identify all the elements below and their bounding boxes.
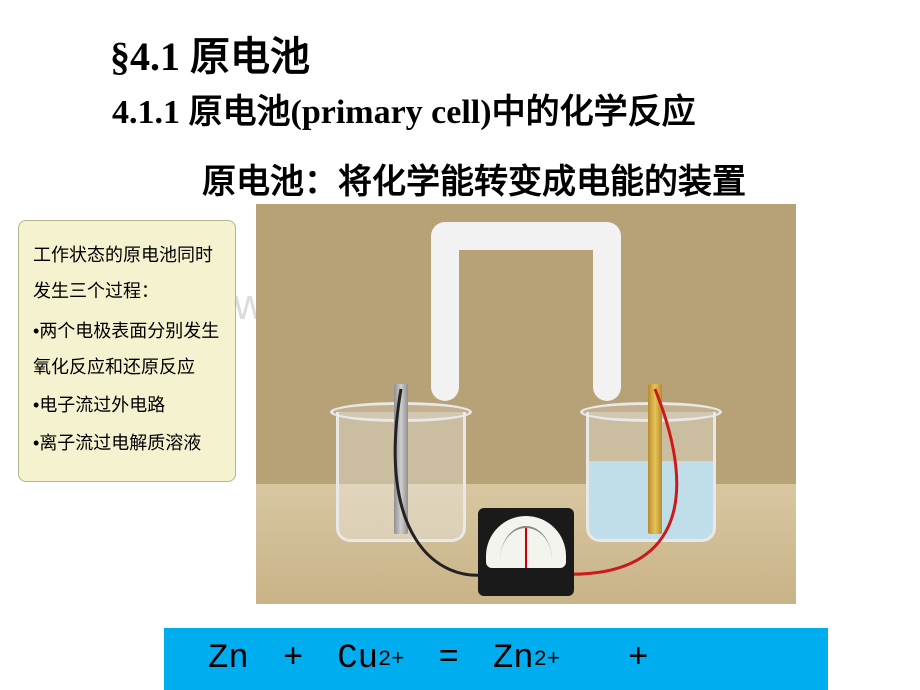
eq-plus1: + xyxy=(283,640,303,678)
eq-cu2: Cu xyxy=(337,640,378,678)
equation-bar: Zn + Cu2+ = Zn2+ + xyxy=(164,628,828,690)
sidebar-box: 工作状态的原电池同时发生三个过程： •两个电极表面分别发生氧化反应和还原反应 •… xyxy=(18,220,236,482)
sidebar-bullet-3: •离子流过电解质溶液 xyxy=(33,425,221,461)
sidebar-bullet-2-text: 电子流过外电路 xyxy=(39,395,165,415)
sidebar-bullet-3-text: 离子流过电解质溶液 xyxy=(39,433,201,453)
eq-cu2-sup: 2+ xyxy=(378,647,404,672)
meter-needle xyxy=(525,528,527,568)
galvanometer xyxy=(478,508,574,596)
sidebar-bullet-2: •电子流过外电路 xyxy=(33,387,221,423)
eq-zn2: Zn xyxy=(493,640,534,678)
section-title: §4.1 原电池 xyxy=(110,24,310,82)
primary-cell-diagram xyxy=(256,204,796,604)
eq-zn2-sup: 2+ xyxy=(534,647,560,672)
definition-text: 原电池：将化学能转变成电能的装置 xyxy=(202,154,746,203)
subsection-title: 4.1.1 原电池(primary cell)中的化学反应 xyxy=(112,90,872,136)
sidebar-bullet-1: •两个电极表面分别发生氧化反应和还原反应 xyxy=(33,313,221,385)
eq-plus2: + xyxy=(628,640,648,678)
sidebar-bullet-1-text: 两个电极表面分别发生氧化反应和还原反应 xyxy=(33,321,219,377)
meter-face xyxy=(486,516,566,568)
eq-eq: = xyxy=(438,640,458,678)
eq-zn: Zn xyxy=(208,640,249,678)
sidebar-intro: 工作状态的原电池同时发生三个过程： xyxy=(33,237,221,309)
